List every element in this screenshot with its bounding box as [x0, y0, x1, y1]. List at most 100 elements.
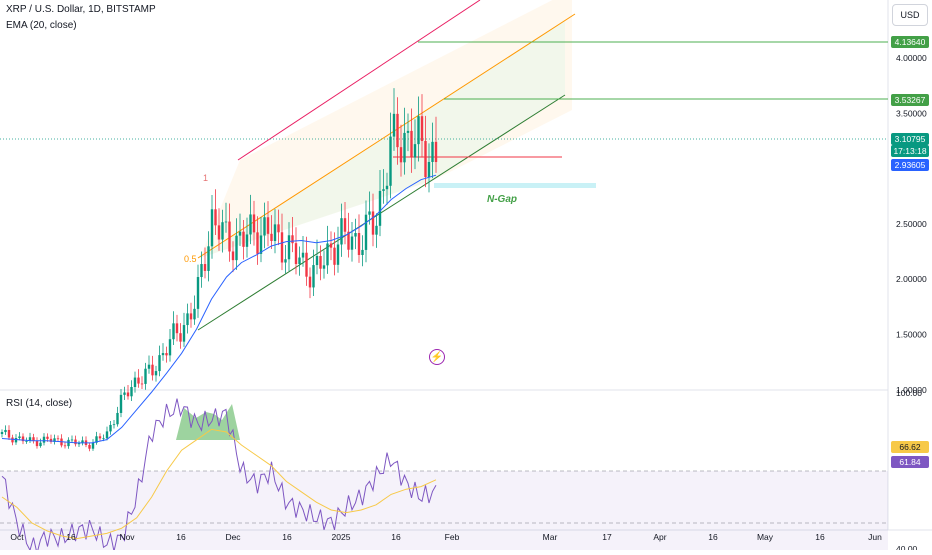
candle-body — [350, 236, 354, 250]
candle — [207, 231, 210, 282]
rsi-ma-tag: 66.62 — [891, 441, 929, 453]
candle-body — [25, 441, 28, 442]
candle — [235, 218, 238, 270]
candle-body — [319, 255, 322, 269]
candle-body — [28, 437, 32, 442]
candle — [133, 371, 137, 393]
price-tag-last: 3.10795 — [891, 133, 929, 145]
candle — [389, 112, 392, 199]
candle — [273, 209, 277, 254]
candle — [77, 440, 81, 448]
candle — [224, 202, 228, 233]
rsi-tag: 61.84 — [891, 456, 929, 468]
candle-body — [53, 438, 56, 442]
channel-lower-line — [197, 94, 566, 331]
candle — [186, 303, 189, 334]
candle — [49, 434, 53, 444]
candle — [406, 113, 410, 152]
candle — [382, 169, 385, 204]
candle — [284, 245, 287, 274]
candle — [116, 406, 119, 427]
candle-body — [245, 234, 249, 247]
candle — [280, 213, 284, 271]
price-axis-tick: 2.50000 — [896, 219, 927, 229]
candle — [179, 323, 182, 349]
candle-body — [14, 438, 18, 443]
candle-body — [417, 116, 420, 145]
candle — [123, 386, 126, 400]
candle — [434, 116, 438, 173]
candle-body — [119, 394, 123, 413]
candle — [322, 250, 326, 279]
candle — [431, 122, 434, 179]
candle-body — [396, 113, 399, 148]
candle — [336, 226, 340, 273]
candle-body — [147, 364, 151, 369]
candle-body — [144, 368, 147, 384]
candle-body — [221, 222, 224, 240]
candle-body — [256, 232, 259, 254]
candle — [364, 200, 368, 263]
candle-body — [39, 442, 42, 447]
candle-body — [270, 233, 273, 242]
lightning-icon[interactable]: ⚡ — [429, 349, 445, 365]
candle — [410, 108, 413, 173]
candle — [326, 225, 329, 274]
candle — [4, 425, 7, 435]
price-axis-tick: 4.00000 — [896, 53, 927, 63]
n-gap-zone — [434, 183, 596, 188]
candle — [63, 441, 67, 449]
candle-body — [403, 132, 406, 163]
candle-body — [21, 436, 25, 442]
candles-group — [0, 88, 438, 452]
candle — [214, 189, 217, 236]
rsi-band — [0, 471, 888, 555]
time-axis-tick: 16 — [176, 532, 186, 542]
candle-body — [210, 209, 214, 247]
candle — [217, 208, 221, 251]
candle — [256, 216, 259, 265]
candle-body — [175, 323, 179, 334]
candle-body — [378, 190, 382, 226]
candle-body — [32, 437, 35, 441]
candle — [242, 219, 245, 260]
candle-body — [420, 116, 424, 141]
candle — [151, 355, 154, 381]
candle-body — [98, 436, 102, 439]
candle-body — [312, 265, 315, 288]
candle — [0, 429, 4, 438]
candle-body — [259, 235, 263, 254]
time-axis-tick: 16 — [815, 532, 825, 542]
candle-body — [77, 443, 81, 445]
candle-body — [200, 264, 203, 278]
candle — [228, 203, 231, 262]
channel-fill-upper — [200, 0, 572, 258]
candle-body — [406, 130, 410, 133]
candle-body — [427, 161, 431, 178]
currency-button[interactable]: USD — [892, 4, 928, 26]
candle — [298, 246, 301, 276]
candle — [399, 124, 403, 177]
price-tag-level-high: 4.13640 — [891, 36, 929, 48]
candle-body — [249, 214, 252, 235]
candle — [175, 314, 179, 342]
candle-body — [182, 325, 186, 342]
candle-body — [63, 445, 67, 447]
candle — [32, 433, 35, 444]
candle — [245, 217, 249, 258]
candle — [312, 249, 315, 296]
candle — [350, 221, 354, 262]
candle-body — [294, 243, 298, 265]
candle-body — [357, 233, 361, 255]
candle — [231, 241, 235, 273]
candle — [137, 369, 140, 388]
time-axis-tick: 16 — [708, 532, 718, 542]
candle-body — [105, 431, 109, 439]
candle — [238, 213, 242, 246]
candle-body — [291, 235, 294, 244]
candle-body — [242, 231, 245, 247]
candle-body — [217, 225, 221, 240]
time-axis-tick: Dec — [225, 532, 241, 542]
